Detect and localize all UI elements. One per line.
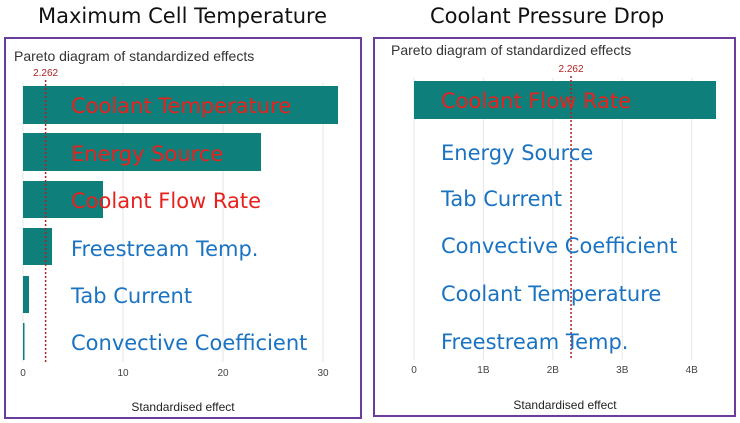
chart-subtitle: Pareto diagram of standardized effects bbox=[14, 48, 254, 64]
x-tick-label: 2B bbox=[547, 365, 560, 376]
factor-label: Coolant Temperature bbox=[71, 94, 291, 118]
critical-value-label: 2.262 bbox=[33, 68, 58, 79]
x-axis-label: Standardised effect bbox=[513, 398, 617, 412]
chart-title-coolant-pressure-drop: Coolant Pressure Drop bbox=[430, 4, 665, 28]
x-tick-label: 0 bbox=[411, 365, 417, 376]
factor-label: Convective Coefficient bbox=[441, 234, 677, 258]
critical-value-label: 2.262 bbox=[559, 64, 584, 75]
factor-label: Freestream Temp. bbox=[71, 237, 258, 261]
x-tick-label: 20 bbox=[217, 368, 229, 379]
factor-label: Freestream Temp. bbox=[441, 330, 628, 354]
chart-title-max-cell-temp: Maximum Cell Temperature bbox=[38, 4, 328, 28]
factor-label: Coolant Temperature bbox=[441, 282, 661, 306]
x-tick-label: 30 bbox=[317, 368, 329, 379]
x-tick-label: 3B bbox=[616, 365, 629, 376]
factor-label: Coolant Flow Rate bbox=[441, 89, 631, 113]
factor-label: Energy Source bbox=[441, 141, 593, 165]
effect-bar bbox=[23, 86, 338, 124]
factor-label: Convective Coefficient bbox=[71, 331, 307, 355]
effect-bar bbox=[23, 276, 29, 313]
factor-label: Coolant Flow Rate bbox=[71, 189, 261, 213]
x-tick-label: 4B bbox=[686, 365, 699, 376]
factor-label: Energy Source bbox=[71, 142, 223, 166]
factor-label: Tab Current bbox=[70, 284, 192, 308]
effect-bar bbox=[23, 133, 261, 171]
x-tick-label: 0 bbox=[20, 368, 26, 379]
x-tick-label: 1B bbox=[477, 365, 490, 376]
x-axis-label: Standardised effect bbox=[131, 400, 235, 414]
effect-bar bbox=[414, 81, 716, 119]
effect-bar bbox=[23, 323, 25, 360]
chart-subtitle: Pareto diagram of standardized effects bbox=[391, 42, 631, 58]
factor-label: Tab Current bbox=[440, 187, 562, 211]
x-tick-label: 10 bbox=[117, 368, 129, 379]
effect-bar bbox=[23, 181, 103, 218]
effect-bar bbox=[23, 228, 52, 265]
